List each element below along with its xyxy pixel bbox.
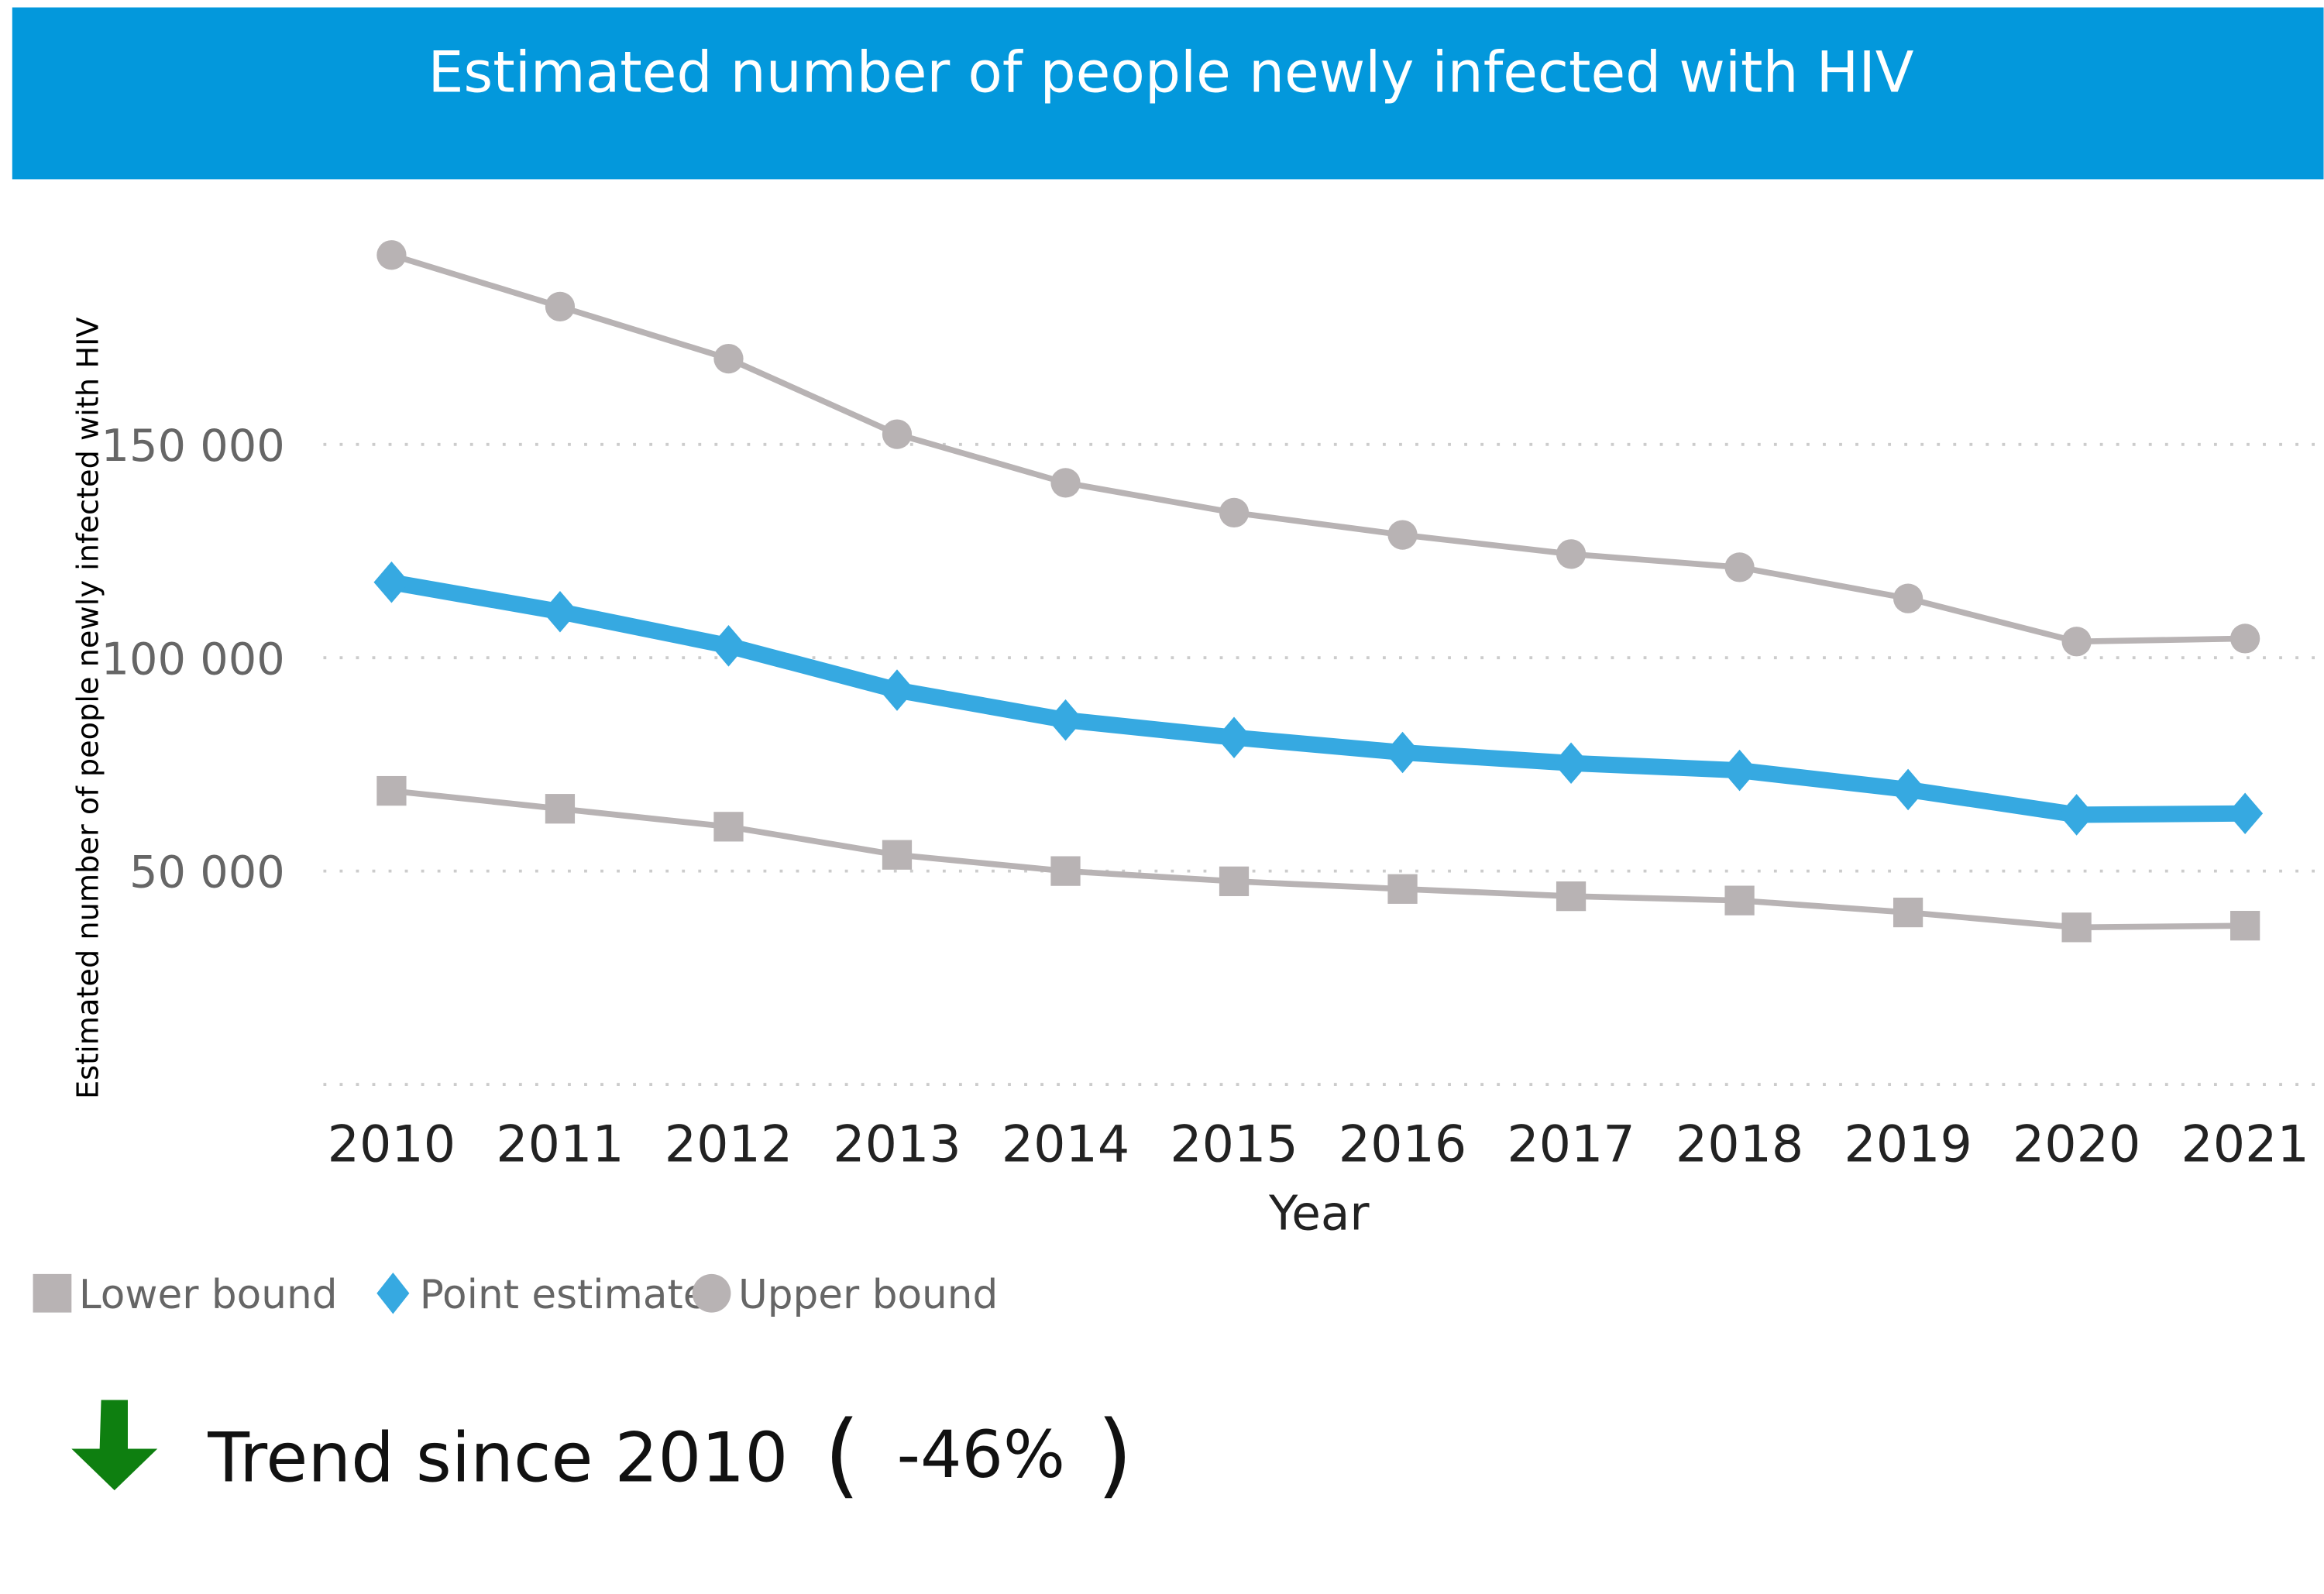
data-point xyxy=(2058,794,2095,836)
data-point xyxy=(2227,792,2264,835)
data-point xyxy=(545,794,576,824)
data-point xyxy=(1556,881,1587,912)
data-point xyxy=(545,291,576,321)
data-point xyxy=(713,812,744,842)
trend-open-paren: ( xyxy=(824,1400,860,1507)
legend-label: Point estimate xyxy=(420,1272,708,1318)
data-point xyxy=(2061,912,2092,943)
x-tick-label: 2017 xyxy=(1507,1116,1635,1174)
series-upper-bound xyxy=(376,240,2260,657)
data-point xyxy=(376,240,407,270)
y-tick-label: 150 000 xyxy=(101,420,285,472)
data-point xyxy=(713,343,744,374)
series-point-estimate xyxy=(373,561,2264,836)
data-point xyxy=(882,840,913,870)
series-line xyxy=(390,574,2246,823)
x-tick-label: 2021 xyxy=(2181,1116,2309,1174)
x-tick-label: 2010 xyxy=(328,1116,456,1174)
y-tick-label: 100 000 xyxy=(101,633,285,685)
x-tick-label: 2012 xyxy=(665,1116,792,1174)
x-tick-label: 2013 xyxy=(833,1116,961,1174)
data-point xyxy=(541,590,578,633)
y-axis-label: Estimated number of people newly infecte… xyxy=(71,317,106,1099)
data-point xyxy=(1893,897,1923,928)
legend-square-icon xyxy=(33,1273,72,1313)
data-point xyxy=(1724,885,1755,916)
title-banner xyxy=(12,7,2324,180)
data-point xyxy=(1890,768,1927,811)
data-point xyxy=(1047,699,1084,741)
x-tick-label: 2020 xyxy=(2013,1116,2140,1174)
trend-label: Trend since 2010 xyxy=(207,1418,788,1498)
data-point xyxy=(1050,468,1081,498)
series-lower-bound xyxy=(376,775,2260,943)
data-point xyxy=(1387,874,1418,904)
x-axis-label: Year xyxy=(1268,1186,1370,1241)
legend-diamond-icon xyxy=(376,1272,410,1314)
data-point xyxy=(1219,497,1250,528)
data-point xyxy=(1893,583,1923,613)
trend-indicator: Trend since 2010 ( -46% ) xyxy=(71,1400,1133,1507)
series-line xyxy=(390,252,2246,645)
x-tick-label: 2015 xyxy=(1170,1116,1298,1174)
legend-circle-icon xyxy=(692,1273,731,1313)
x-tick-label: 2011 xyxy=(496,1116,624,1174)
data-point xyxy=(1219,866,1250,896)
x-tick-label: 2018 xyxy=(1676,1116,1803,1174)
trend-close-paren: ) xyxy=(1097,1400,1133,1507)
x-tick-label: 2016 xyxy=(1339,1116,1466,1174)
data-point xyxy=(1387,520,1418,550)
data-point xyxy=(1724,552,1755,582)
data-point xyxy=(1553,742,1590,785)
data-point xyxy=(1216,716,1252,758)
down-arrow-icon xyxy=(71,1400,158,1491)
data-point xyxy=(2061,627,2092,657)
x-tick-label: 2014 xyxy=(1002,1116,1129,1174)
data-point xyxy=(376,775,407,806)
data-point xyxy=(1556,539,1587,569)
data-point xyxy=(1050,856,1081,886)
legend-label: Upper bound xyxy=(738,1272,998,1318)
x-tick-label: 2019 xyxy=(1844,1116,1972,1174)
legend-label: Lower bound xyxy=(79,1272,338,1318)
data-point xyxy=(373,561,410,603)
data-point xyxy=(710,625,747,667)
data-point xyxy=(2230,624,2260,654)
data-point xyxy=(1721,749,1758,792)
data-point xyxy=(879,669,915,711)
legend: Lower bound Point estimate Upper bound xyxy=(33,1272,998,1318)
y-tick-label: 50 000 xyxy=(129,847,285,898)
trend-value: -46% xyxy=(897,1417,1065,1493)
series-line xyxy=(391,788,2246,931)
chart-title: Estimated number of people newly infecte… xyxy=(428,41,1913,106)
data-point xyxy=(2230,911,2260,941)
data-point xyxy=(1384,731,1421,774)
data-point xyxy=(882,419,913,449)
